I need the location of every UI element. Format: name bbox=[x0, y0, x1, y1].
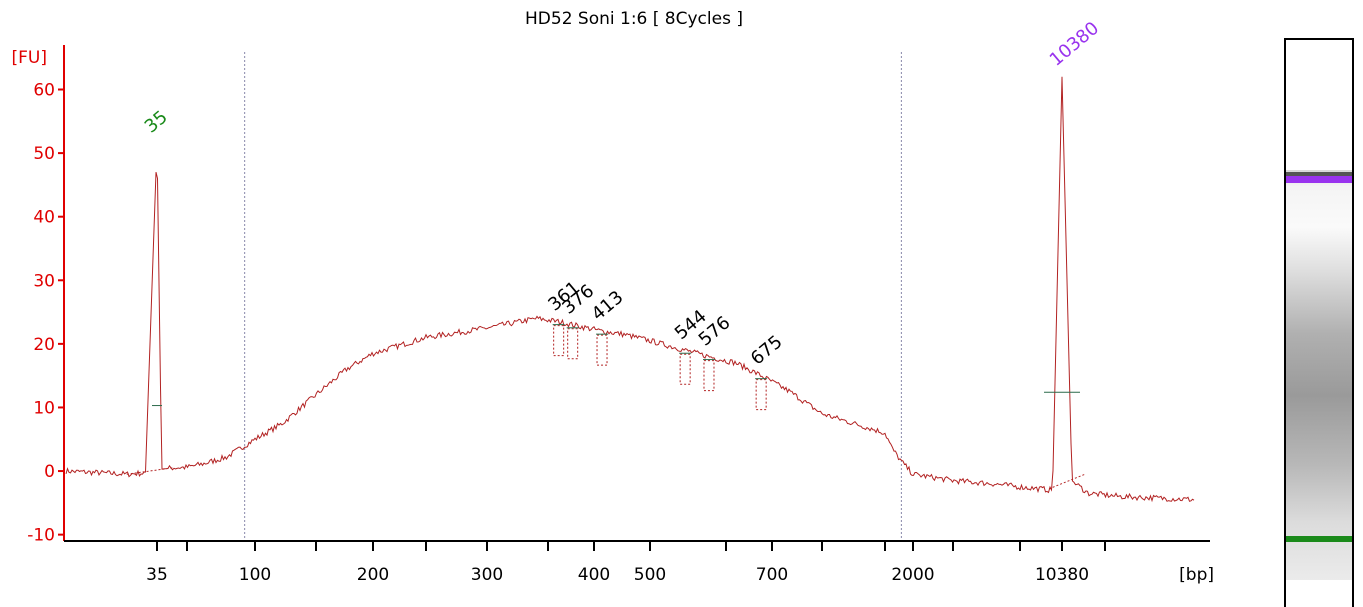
x-tick-label: 200 bbox=[357, 565, 389, 585]
x-tick-label: 100 bbox=[239, 565, 271, 585]
x-tick-label: 700 bbox=[756, 565, 788, 585]
electropherogram-chart: HD52 Soni 1:6 [ 8Cycles ] [FU] [bp] -10 0… bbox=[12, 9, 1215, 585]
y-tick-label: 40 bbox=[33, 208, 55, 228]
trace-line bbox=[65, 76, 1195, 503]
upper-marker-band bbox=[1286, 176, 1352, 183]
x-tick-label: 10380 bbox=[1035, 565, 1089, 585]
peak-label: 10380 bbox=[1046, 18, 1103, 71]
peak-baseline bbox=[1048, 473, 1086, 490]
y-tick-label: 20 bbox=[33, 335, 55, 355]
x-tick-label: 2000 bbox=[891, 565, 934, 585]
y-tick-label: 0 bbox=[44, 462, 55, 482]
peak-region bbox=[703, 360, 715, 392]
x-tick-label: 300 bbox=[471, 565, 503, 585]
lower-marker-band bbox=[1286, 536, 1352, 542]
tick-marks: -10 0 10 20 30 40 50 60 35 100 200 300 400 500 700 2000… bbox=[27, 81, 1106, 585]
marker-lines bbox=[244, 52, 902, 541]
peak-region bbox=[596, 334, 608, 366]
virtual-gel-lane bbox=[1284, 38, 1354, 607]
y-tick-label: 50 bbox=[33, 144, 55, 164]
gel-background bbox=[1286, 170, 1352, 580]
peak-label: 675 bbox=[747, 331, 787, 369]
chart-title: HD52 Soni 1:6 [ 8Cycles ] bbox=[525, 9, 743, 29]
upper-marker-shadow bbox=[1286, 172, 1352, 176]
y-axis-label: [FU] bbox=[12, 48, 48, 68]
x-tick-label: 500 bbox=[634, 565, 666, 585]
y-tick-label: -10 bbox=[27, 526, 55, 546]
peak-region bbox=[553, 325, 565, 357]
x-tick-label: 400 bbox=[578, 565, 610, 585]
y-tick-label: 10 bbox=[33, 398, 55, 418]
x-axis-label: [bp] bbox=[1179, 565, 1214, 585]
peak-region bbox=[679, 353, 691, 385]
peak-label: 35 bbox=[141, 107, 172, 138]
peak-region bbox=[755, 379, 767, 411]
y-tick-label: 30 bbox=[33, 271, 55, 291]
y-tick-label: 60 bbox=[33, 81, 55, 101]
fluorescence-trace bbox=[65, 76, 1195, 503]
peak-region bbox=[567, 328, 579, 360]
x-tick-label: 35 bbox=[146, 565, 168, 585]
axes bbox=[63, 45, 1210, 542]
